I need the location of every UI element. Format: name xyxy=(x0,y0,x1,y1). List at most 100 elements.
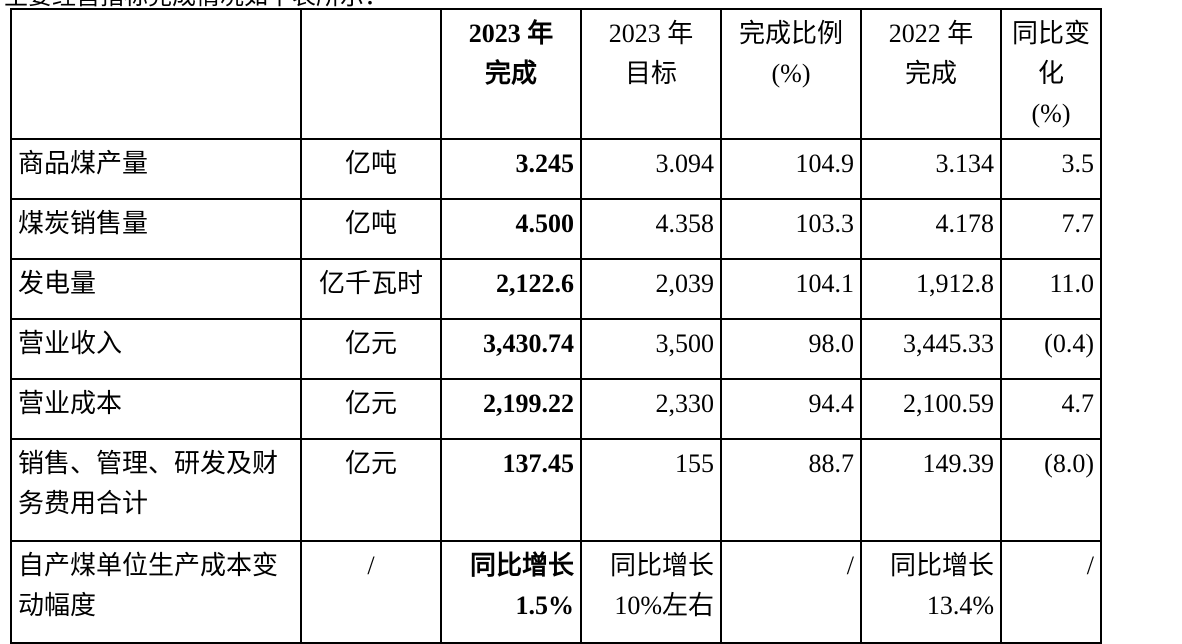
row-label-line: 发电量 xyxy=(18,269,97,298)
row-2023-done: 2,122.6 xyxy=(440,258,582,320)
row-label-line: 营业收入 xyxy=(18,329,123,358)
row-2023-done: 3,430.74 xyxy=(440,318,582,380)
row-ratio: / xyxy=(720,540,862,644)
row-label: 自产煤单位生产成本变 动幅度 xyxy=(10,540,302,644)
header-yoy-line2: (%) xyxy=(1031,99,1071,128)
row-2023-target: 3.094 xyxy=(580,138,722,200)
row-yoy: / xyxy=(1000,540,1102,644)
row-ratio: 103.3 xyxy=(720,198,862,260)
header-2022-done-line2: 完成 xyxy=(904,59,957,88)
header-ratio: 完成比例 (%) xyxy=(720,8,862,140)
row-2023-target: 同比增长 10%左右 xyxy=(580,540,722,644)
row-2023-target: 4.358 xyxy=(580,198,722,260)
row-2022-done-line: 13.4% xyxy=(926,591,994,620)
row-2023-done: 3.245 xyxy=(440,138,582,200)
row-ratio: 94.4 xyxy=(720,378,862,440)
row-2022-done-line: 4.178 xyxy=(935,209,995,238)
header-2023-done-line1: 2023 年 xyxy=(468,19,554,48)
row-unit: 亿千瓦时 xyxy=(300,258,442,320)
header-row: 2023 年 完成 2023 年 目标 完成比例 (%) 2022 年 完成 同… xyxy=(10,8,1102,140)
row-2023-target-line: 3,500 xyxy=(655,329,715,358)
header-yoy-line1: 同比变化 xyxy=(1011,19,1090,88)
row-yoy: (0.4) xyxy=(1000,318,1102,380)
row-2023-done-line: 137.45 xyxy=(502,449,575,478)
row-2023-target-line: 同比增长 xyxy=(609,551,714,580)
header-ratio-line1: 完成比例 xyxy=(738,19,843,48)
row-2022-done: 同比增长 13.4% xyxy=(860,540,1002,644)
table-row: 商品煤产量 亿吨 3.245 3.094 104.9 3.134 3.5 xyxy=(10,138,1102,200)
table-row: 营业成本 亿元 2,199.22 2,330 94.4 2,100.59 4.7 xyxy=(10,378,1102,440)
row-unit: 亿吨 xyxy=(300,198,442,260)
row-label-line: 营业成本 xyxy=(18,389,123,418)
row-2023-target: 2,039 xyxy=(580,258,722,320)
row-2023-done-line: 1.5% xyxy=(515,591,575,620)
header-yoy: 同比变化 (%) xyxy=(1000,8,1102,140)
row-2023-target-line: 4.358 xyxy=(655,209,715,238)
row-unit: 亿元 xyxy=(300,318,442,380)
row-label: 发电量 xyxy=(10,258,302,320)
row-2022-done: 4.178 xyxy=(860,198,1002,260)
row-label-line: 自产煤单位生产成本变 xyxy=(18,551,279,580)
row-ratio: 104.1 xyxy=(720,258,862,320)
row-ratio: 88.7 xyxy=(720,438,862,542)
row-2023-done: 4.500 xyxy=(440,198,582,260)
row-2022-done: 3,445.33 xyxy=(860,318,1002,380)
table-row: 自产煤单位生产成本变 动幅度 / 同比增长 1.5% 同比增长 10%左右 / 同比增长 13.4… xyxy=(10,540,1102,644)
row-2023-target: 2,330 xyxy=(580,378,722,440)
performance-table: 2023 年 完成 2023 年 目标 完成比例 (%) 2022 年 完成 同… xyxy=(10,8,1102,644)
row-2023-done-line: 4.500 xyxy=(515,209,575,238)
row-2023-done: 2,199.22 xyxy=(440,378,582,440)
row-label: 销售、管理、研发及财 务费用合计 xyxy=(10,438,302,542)
row-label-line: 动幅度 xyxy=(18,591,97,620)
row-ratio: 98.0 xyxy=(720,318,862,380)
row-2023-target: 3,500 xyxy=(580,318,722,380)
header-unit xyxy=(300,8,442,140)
row-2022-done: 1,912.8 xyxy=(860,258,1002,320)
header-2023-target-line1: 2023 年 xyxy=(608,19,694,48)
row-unit: / xyxy=(300,540,442,644)
row-label: 商品煤产量 xyxy=(10,138,302,200)
row-2023-target-line: 2,039 xyxy=(655,269,715,298)
header-2023-done: 2023 年 完成 xyxy=(440,8,582,140)
row-label: 营业收入 xyxy=(10,318,302,380)
row-2023-done-line: 3,430.74 xyxy=(483,329,574,358)
header-label xyxy=(10,8,302,140)
row-2022-done-line: 3,445.33 xyxy=(903,329,994,358)
header-2023-done-line2: 完成 xyxy=(484,59,537,88)
header-2022-done: 2022 年 完成 xyxy=(860,8,1002,140)
row-yoy: 7.7 xyxy=(1000,198,1102,260)
row-2022-done-line: 1,912.8 xyxy=(916,269,994,298)
row-2023-target-line: 10%左右 xyxy=(614,591,714,620)
table-row: 营业收入 亿元 3,430.74 3,500 98.0 3,445.33 (0.4) xyxy=(10,318,1102,380)
row-2022-done-line: 同比增长 xyxy=(889,551,994,580)
table-row: 销售、管理、研发及财 务费用合计 亿元 137.45 155 88.7 149.39 (8.0… xyxy=(10,438,1102,542)
header-ratio-line2: (%) xyxy=(771,59,811,88)
header-2022-done-line1: 2022 年 xyxy=(888,19,974,48)
row-2022-done: 2,100.59 xyxy=(860,378,1002,440)
row-yoy: 3.5 xyxy=(1000,138,1102,200)
row-2023-done: 137.45 xyxy=(440,438,582,542)
row-2023-done-line: 2,199.22 xyxy=(483,389,574,418)
header-2023-target: 2023 年 目标 xyxy=(580,8,722,140)
header-2023-target-line2: 目标 xyxy=(624,59,677,88)
row-label-line: 商品煤产量 xyxy=(18,149,149,178)
row-2023-target-line: 155 xyxy=(675,449,714,478)
row-2023-target-line: 3.094 xyxy=(655,149,715,178)
row-ratio: 104.9 xyxy=(720,138,862,200)
row-2023-target-line: 2,330 xyxy=(655,389,715,418)
row-2023-done-line: 3.245 xyxy=(515,149,575,178)
table-row: 发电量 亿千瓦时 2,122.6 2,039 104.1 1,912.8 11.0 xyxy=(10,258,1102,320)
row-label: 营业成本 xyxy=(10,378,302,440)
row-2023-done: 同比增长 1.5% xyxy=(440,540,582,644)
row-label-line: 销售、管理、研发及财 xyxy=(18,449,279,478)
row-2022-done: 149.39 xyxy=(860,438,1002,542)
row-2022-done-line: 2,100.59 xyxy=(903,389,994,418)
row-2023-target: 155 xyxy=(580,438,722,542)
row-label-line: 务费用合计 xyxy=(18,489,149,518)
row-2022-done-line: 3.134 xyxy=(935,149,995,178)
row-label: 煤炭销售量 xyxy=(10,198,302,260)
row-2022-done: 3.134 xyxy=(860,138,1002,200)
row-2023-done-line: 2,122.6 xyxy=(496,269,574,298)
row-unit: 亿元 xyxy=(300,438,442,542)
row-label-line: 煤炭销售量 xyxy=(18,209,149,238)
